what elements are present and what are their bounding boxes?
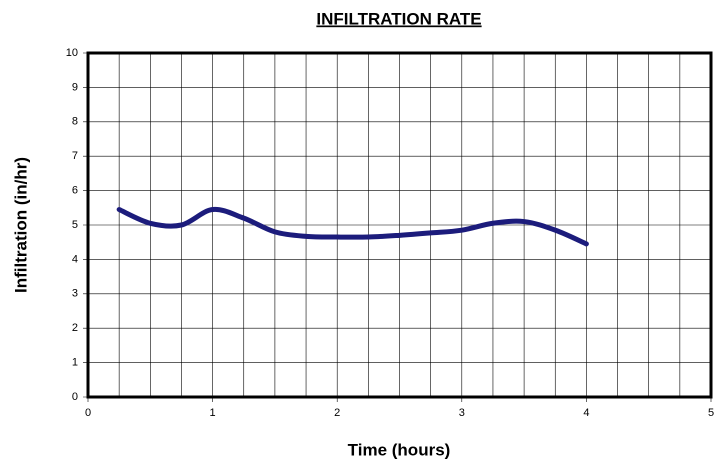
y-tick-label: 2: [72, 322, 78, 334]
y-tick-label: 0: [72, 391, 78, 403]
y-tick-label: 10: [66, 47, 78, 59]
x-tick-label: 1: [210, 407, 216, 419]
x-tick-label: 0: [85, 407, 91, 419]
y-tick-label: 6: [72, 185, 78, 197]
y-axis-label: Infiltration (in/hr): [11, 157, 30, 293]
x-tick-label: 3: [459, 407, 465, 419]
x-tick-label: 4: [583, 407, 589, 419]
y-tick-label: 7: [72, 150, 78, 162]
y-tick-label: 3: [72, 288, 78, 300]
data-line: [116, 206, 589, 247]
x-tick-label: 2: [334, 407, 340, 419]
y-tick-label: 5: [72, 219, 78, 231]
x-axis-label: Time (hours): [348, 440, 451, 459]
y-tick-label: 9: [72, 81, 78, 93]
y-tick-label: 8: [72, 116, 78, 128]
y-tick-label: 1: [72, 357, 78, 369]
chart-title: INFILTRATION RATE: [316, 9, 481, 28]
x-tick-label: 5: [708, 407, 714, 419]
y-tick-label: 4: [72, 253, 78, 265]
plot-frame: [86, 51, 713, 399]
